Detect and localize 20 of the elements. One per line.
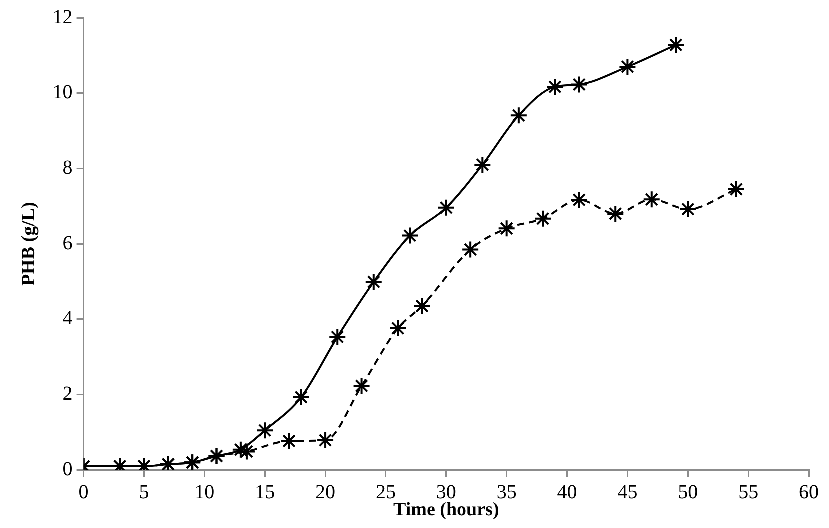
- y-tick-label: 0: [62, 458, 73, 480]
- x-tick-label: 20: [316, 481, 336, 504]
- x-tick-label: 40: [557, 481, 578, 504]
- y-axis-title: PHB (g/L): [18, 202, 40, 286]
- x-tick-label: 60: [799, 481, 819, 504]
- y-tick-label: 12: [52, 6, 73, 28]
- x-tick-label: 10: [194, 481, 215, 504]
- x-tick-label: 15: [255, 481, 276, 504]
- x-tick-label: 45: [618, 481, 638, 504]
- x-tick-label: 55: [738, 481, 759, 504]
- x-tick-label: 0: [78, 481, 89, 504]
- y-tick-label: 4: [62, 308, 73, 330]
- x-tick-label: 5: [139, 481, 150, 504]
- y-tick-label: 10: [52, 82, 73, 104]
- y-tick-label: 6: [62, 232, 73, 254]
- x-tick-label: 35: [496, 481, 517, 504]
- y-tick-label: 2: [62, 383, 73, 406]
- y-tick-label: 8: [62, 156, 73, 179]
- x-tick-label: 50: [678, 481, 698, 504]
- x-tick-label: 25: [376, 481, 396, 504]
